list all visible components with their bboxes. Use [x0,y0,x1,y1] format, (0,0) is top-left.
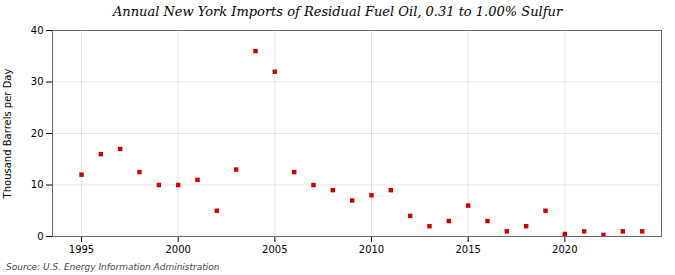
svg-text:40: 40 [31,25,44,36]
svg-text:10: 10 [31,179,44,190]
svg-text:0: 0 [37,231,43,242]
svg-text:1995: 1995 [69,244,94,255]
svg-text:2020: 2020 [552,244,577,255]
svg-text:30: 30 [31,76,44,87]
svg-text:2010: 2010 [359,244,384,255]
svg-text:Thousand Barrels per Day: Thousand Barrels per Day [2,69,13,200]
svg-text:20: 20 [31,128,44,139]
html-text:Source: U.S. Energy Informatio: Source: U.S. Energy Information Administ… [6,262,220,272]
svg-text:2015: 2015 [455,244,480,255]
html-text:Annual New York Imports of Res: Annual New York Imports of Residual Fuel… [112,4,563,19]
svg-text:2000: 2000 [165,244,190,255]
svg-text:2005: 2005 [262,244,287,255]
